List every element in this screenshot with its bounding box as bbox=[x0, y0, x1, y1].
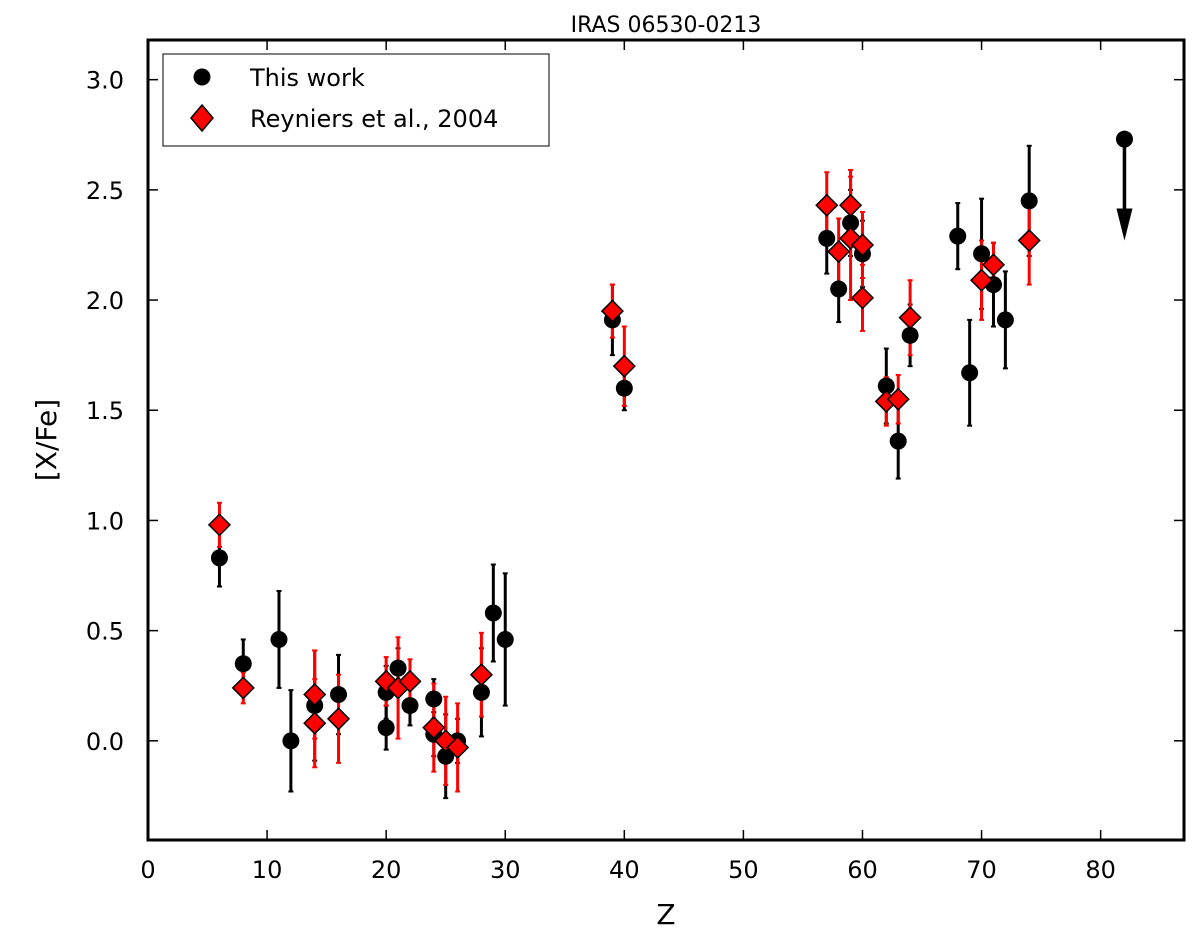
data-point bbox=[961, 364, 979, 382]
data-point bbox=[270, 630, 288, 648]
data-point bbox=[398, 669, 422, 693]
y-tick-label: 1.0 bbox=[86, 507, 124, 535]
data-point bbox=[830, 280, 848, 298]
legend-box bbox=[162, 53, 550, 147]
y-tick-label: 2.0 bbox=[86, 287, 124, 315]
x-tick-label: 50 bbox=[728, 856, 759, 884]
data-point bbox=[425, 690, 443, 708]
data-point bbox=[839, 193, 863, 217]
data-point bbox=[815, 193, 839, 217]
data-point bbox=[886, 387, 910, 411]
series-0 bbox=[210, 192, 1038, 765]
upper-limit-point bbox=[1115, 130, 1133, 148]
y-tick-label: 0.5 bbox=[86, 618, 124, 646]
data-point bbox=[850, 233, 875, 257]
data-point bbox=[901, 326, 919, 344]
data-point bbox=[303, 682, 327, 707]
data-point bbox=[615, 379, 633, 397]
chart-title: IRAS 06530-0213 bbox=[571, 13, 762, 38]
y-tick-label: 1.5 bbox=[86, 397, 124, 425]
y-axis: 0.0 0.5 1.0 1.5 2.0 2.5 3.0 bbox=[86, 67, 1184, 756]
data-point bbox=[1020, 192, 1038, 210]
data-point bbox=[437, 747, 455, 765]
data-point bbox=[210, 549, 228, 567]
data-point bbox=[326, 707, 351, 731]
data-point bbox=[818, 229, 836, 247]
data-point bbox=[898, 306, 922, 330]
x-tick-label: 60 bbox=[847, 856, 878, 884]
y-tick-label: 2.5 bbox=[86, 177, 124, 205]
legend: This work Reyniers et al., 2004 bbox=[162, 53, 550, 147]
data-point bbox=[422, 716, 446, 740]
legend-label-reyniers: Reyniers et al., 2004 bbox=[250, 105, 498, 133]
data-point bbox=[207, 513, 232, 537]
x-tick-label: 30 bbox=[490, 856, 521, 884]
x-tick-label: 70 bbox=[966, 856, 997, 884]
upper-limit bbox=[1115, 130, 1133, 241]
data-point bbox=[600, 299, 624, 323]
upper-limit-arrowhead bbox=[1116, 208, 1133, 241]
data-point bbox=[282, 732, 300, 750]
data-point bbox=[401, 697, 419, 715]
x-axis: 0 10 20 30 40 50 60 70 80 bbox=[140, 40, 1116, 884]
data-point bbox=[612, 354, 636, 378]
data-point bbox=[981, 253, 1006, 277]
data-point bbox=[496, 630, 514, 648]
data-point bbox=[330, 686, 348, 704]
data-point bbox=[377, 719, 395, 737]
data-point bbox=[472, 683, 490, 701]
data-point bbox=[889, 432, 907, 450]
series-1 bbox=[207, 193, 1041, 759]
plot-frame bbox=[146, 38, 1186, 842]
data-point bbox=[973, 245, 991, 263]
y-tick-label: 3.0 bbox=[86, 67, 124, 95]
data-point bbox=[996, 311, 1014, 329]
data-point bbox=[827, 240, 851, 264]
x-axis-title: Z bbox=[656, 898, 675, 931]
data-point bbox=[484, 604, 502, 622]
data-point bbox=[877, 377, 895, 395]
data-point bbox=[231, 676, 255, 700]
data-point bbox=[1017, 228, 1041, 253]
data-point bbox=[234, 655, 252, 673]
y-axis-title: [X/Fe] bbox=[30, 399, 63, 481]
data-point bbox=[842, 214, 860, 232]
x-tick-label: 0 bbox=[140, 856, 155, 884]
data-point bbox=[446, 735, 470, 759]
data-point bbox=[389, 659, 407, 677]
data-point bbox=[469, 663, 493, 687]
data-point bbox=[303, 711, 327, 735]
x-tick-label: 10 bbox=[252, 856, 283, 884]
y-tick-label: 0.0 bbox=[86, 728, 124, 756]
legend-marker-this-work bbox=[193, 68, 211, 86]
legend-label-this-work: This work bbox=[249, 64, 365, 92]
data-point bbox=[949, 227, 967, 245]
x-tick-label: 40 bbox=[609, 856, 640, 884]
data-point bbox=[970, 268, 994, 292]
x-tick-label: 80 bbox=[1085, 856, 1116, 884]
x-tick-label: 20 bbox=[371, 856, 402, 884]
data-point bbox=[850, 286, 875, 310]
plot-area bbox=[207, 130, 1133, 800]
legend-marker-reyniers bbox=[190, 103, 214, 133]
